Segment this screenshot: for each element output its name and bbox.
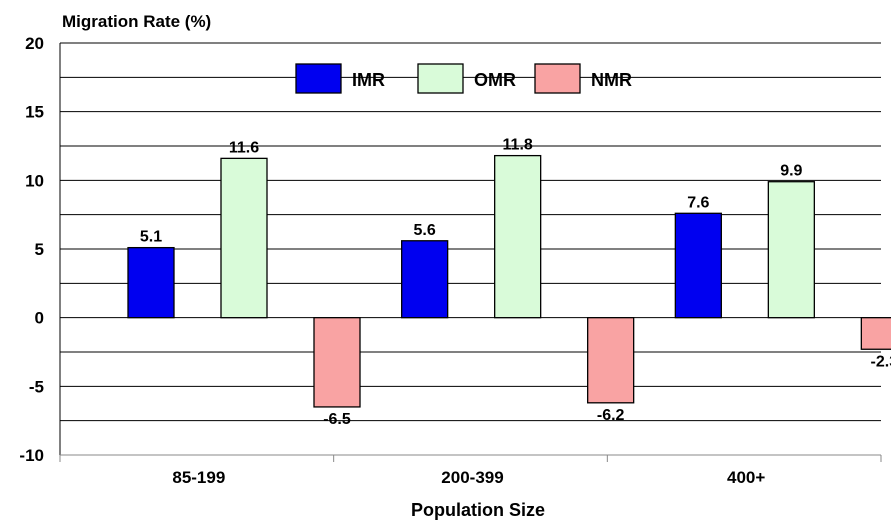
x-tick-label: 200-399: [441, 468, 503, 487]
bar-nmr: [860, 317, 891, 350]
bar-nmr: [313, 317, 361, 408]
y-axis-label: Migration Rate (%): [62, 12, 211, 31]
bar-imr: [127, 246, 175, 319]
bar-imr: [674, 212, 722, 319]
legend: IMR OMR NMR: [295, 63, 632, 94]
data-label: -2.3: [871, 353, 891, 370]
legend-swatch-imr: [295, 63, 342, 94]
data-label: 9.9: [780, 163, 802, 180]
x-tick-labels: 85-199 200-399 400+: [172, 468, 765, 487]
data-label: 5.6: [414, 222, 436, 239]
data-label: 11.6: [229, 139, 259, 156]
y-tick-label: -10: [19, 446, 44, 465]
bars: 5.1 5.6 7.6 11.6 11.8 9.9 -6.5 -6.2 -2.3: [127, 137, 891, 428]
y-tick-label: 20: [25, 34, 44, 53]
y-tick-label: 5: [35, 240, 44, 259]
y-tick-label: 10: [25, 171, 44, 190]
data-label: -6.5: [323, 411, 351, 428]
y-tick-label: -5: [29, 377, 44, 396]
bar-omr: [220, 157, 268, 319]
data-label: -6.2: [597, 407, 625, 424]
y-tick-label: 15: [25, 103, 44, 122]
bar-omr: [767, 181, 815, 319]
legend-swatch-omr: [417, 63, 464, 94]
gridlines: [60, 42, 881, 456]
x-tick-label: 400+: [727, 468, 765, 487]
legend-label-nmr: NMR: [591, 70, 632, 90]
bar-omr: [494, 154, 542, 319]
x-axis-label: Population Size: [411, 500, 545, 520]
y-tick-labels: -10 -5 0 5 10 15 20: [19, 34, 44, 465]
legend-label-imr: IMR: [352, 70, 385, 90]
legend-label-omr: OMR: [474, 70, 516, 90]
bar-imr: [401, 240, 449, 319]
axes: [59, 43, 882, 462]
x-tick-label: 85-199: [172, 468, 225, 487]
legend-swatch-nmr: [534, 63, 581, 94]
y-tick-label: 0: [35, 309, 44, 328]
data-label: 5.1: [140, 229, 162, 246]
data-label: 11.8: [503, 137, 533, 154]
bar-nmr: [587, 317, 635, 404]
data-label: 7.6: [687, 194, 709, 211]
